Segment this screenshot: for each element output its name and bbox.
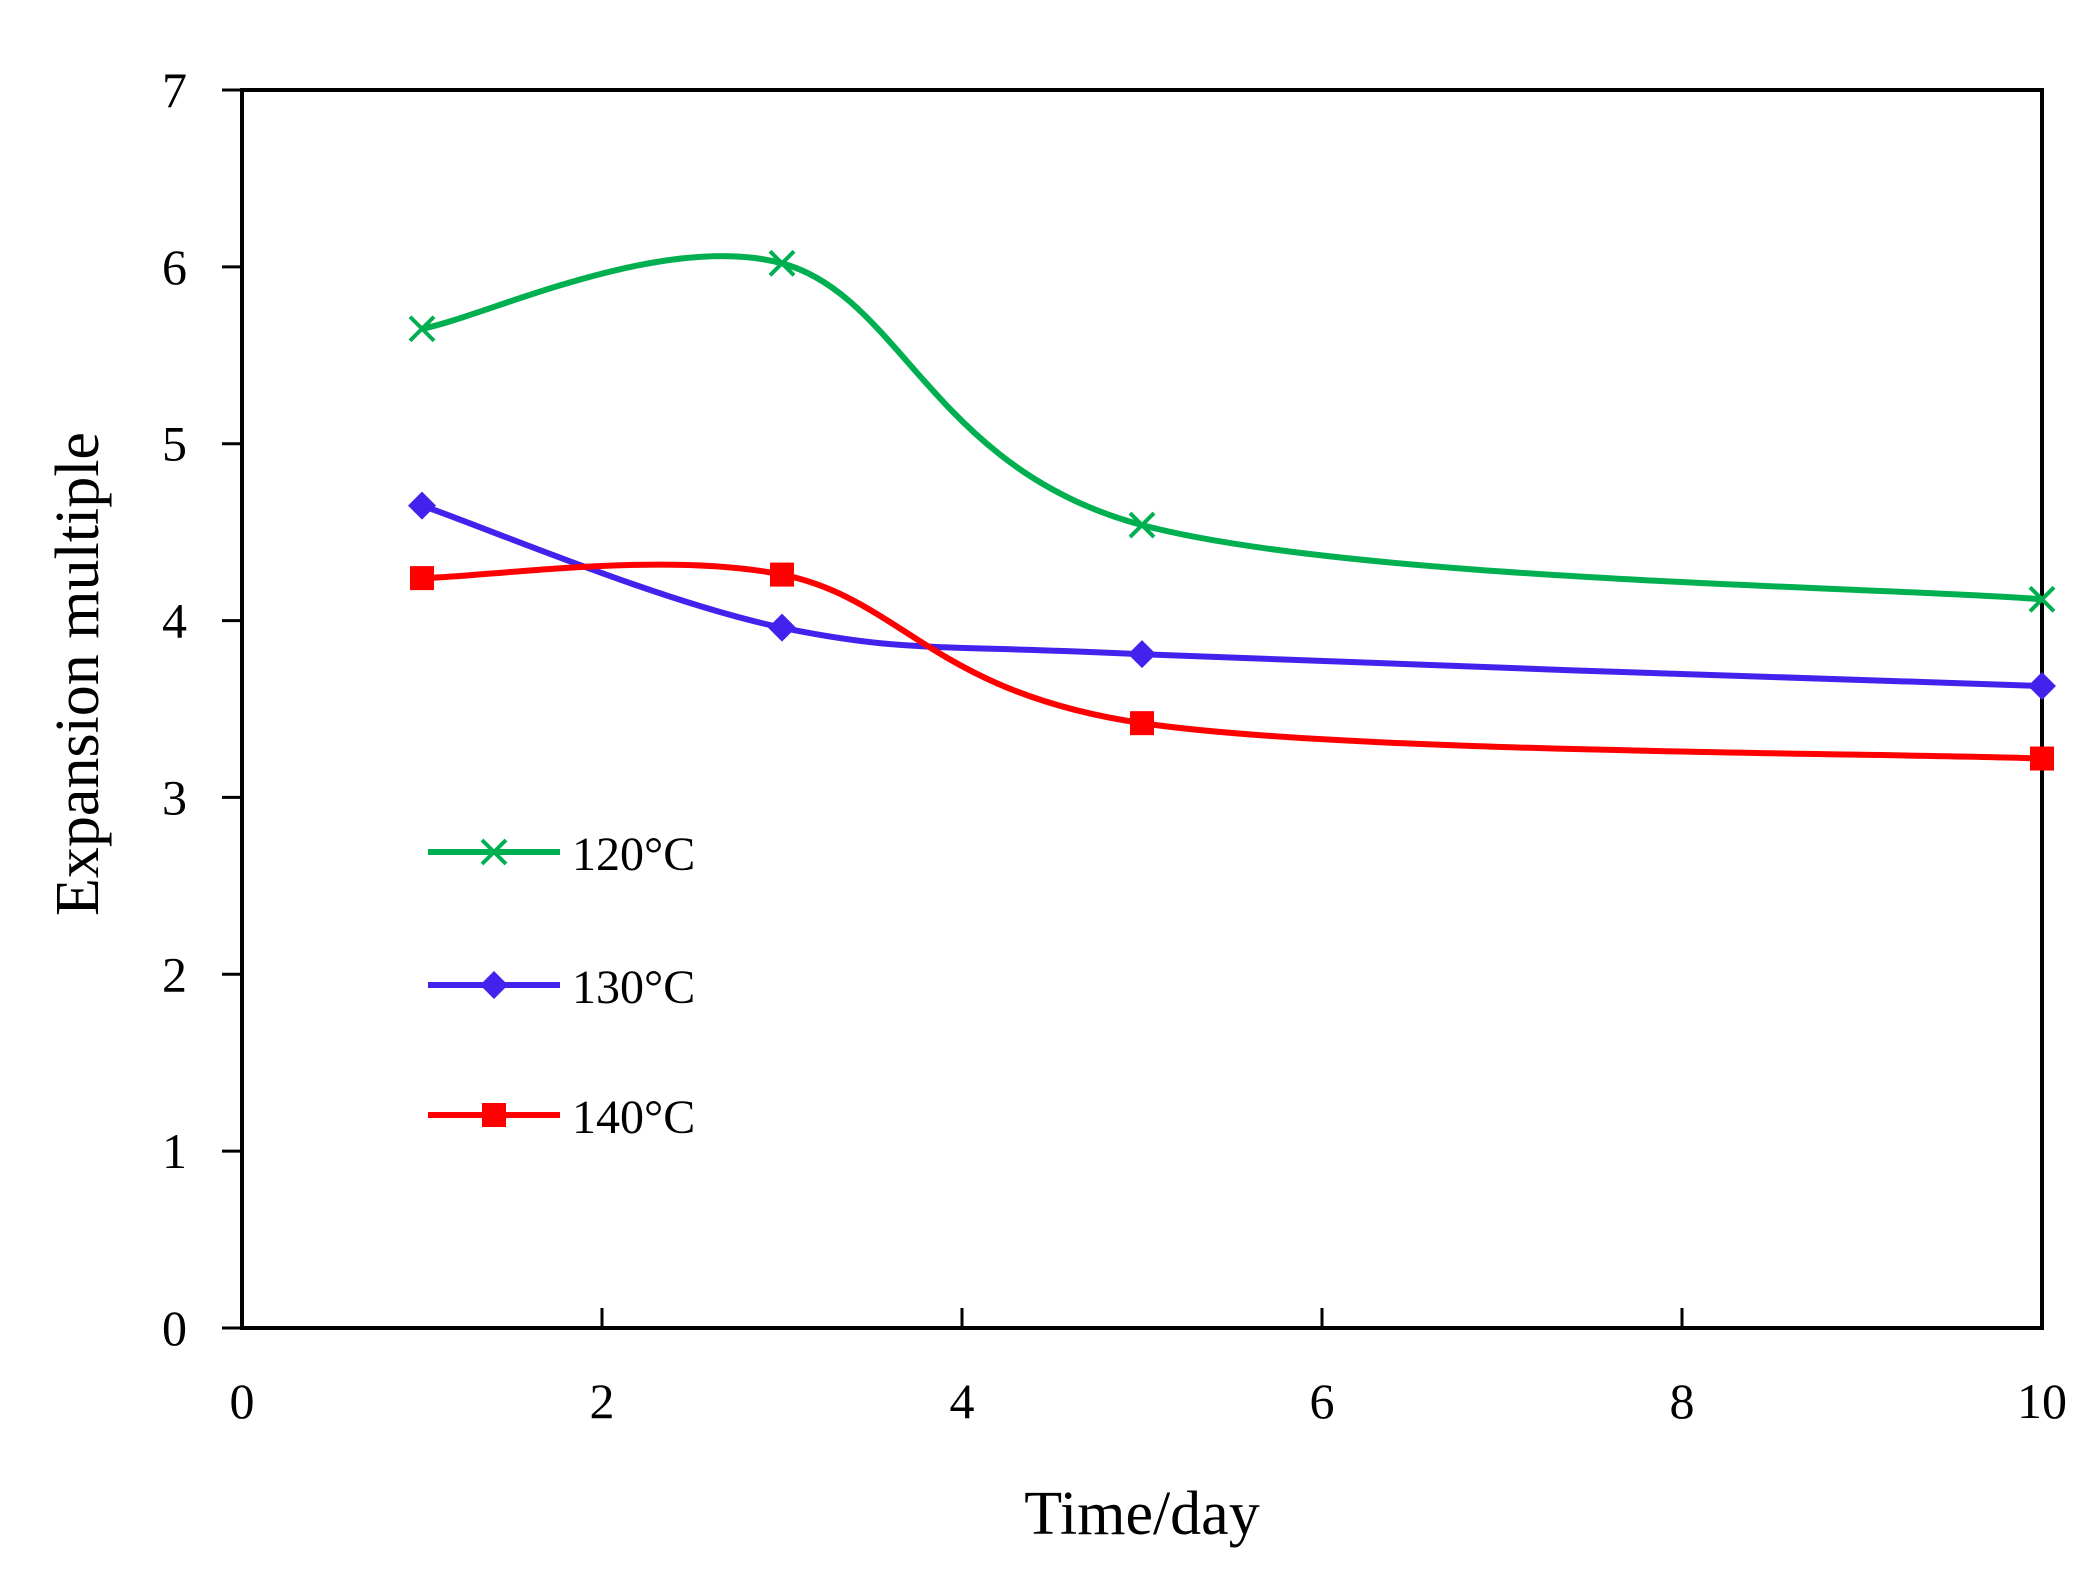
legend-label-1: 130°C <box>572 961 695 1014</box>
data-point-x <box>2028 585 2056 613</box>
data-point-diamond <box>408 491 436 520</box>
y-tick-label: 4 <box>162 593 187 649</box>
data-point-x <box>768 249 796 277</box>
x-tick-label: 4 <box>950 1373 975 1429</box>
data-point-square <box>2030 746 2054 771</box>
legend-marker-2 <box>482 1103 506 1127</box>
y-tick-label: 0 <box>162 1300 187 1356</box>
plot-area <box>240 88 2044 1330</box>
data-point-diamond <box>1128 640 1156 669</box>
legend: 120°C 130°C 140°C <box>428 828 695 1144</box>
x-tick-label: 8 <box>1670 1373 1695 1429</box>
series-line-2 <box>421 561 2043 762</box>
y-tick-label: 2 <box>162 946 187 1002</box>
y-axis-title: Expansion multiple <box>44 432 112 916</box>
data-point-diamond <box>768 613 796 642</box>
y-tick-label: 1 <box>162 1123 187 1179</box>
data-point-diamond <box>2028 672 2056 701</box>
series-line-0 <box>421 253 2043 603</box>
x-tick-label: 6 <box>1310 1373 1335 1429</box>
data-point-square <box>1130 711 1154 736</box>
x-tick-label: 0 <box>230 1373 255 1429</box>
legend-marker-0 <box>480 838 508 866</box>
legend-label-0: 120°C <box>572 828 695 881</box>
data-point-square <box>410 566 434 591</box>
y-tick-label: 3 <box>162 769 187 825</box>
data-point-x <box>1128 511 1156 539</box>
x-tick-label: 2 <box>590 1373 615 1429</box>
y-tick-label: 5 <box>162 416 187 472</box>
x-tick-label: 10 <box>2017 1373 2067 1429</box>
series-line-1 <box>421 502 2043 690</box>
legend-marker-1 <box>480 971 508 999</box>
series-markers <box>408 249 2056 771</box>
y-tick-label: 7 <box>162 62 187 118</box>
axis-ticks: 0 2 4 6 8 10 0 1 2 3 4 5 6 7 <box>162 62 2067 1429</box>
legend-label-2: 140°C <box>572 1091 695 1144</box>
y-tick-label: 6 <box>162 239 187 295</box>
x-axis-title: Time/day <box>1024 1480 1259 1548</box>
data-point-square <box>770 562 794 587</box>
series-lines <box>421 253 2043 762</box>
data-point-x <box>408 315 436 343</box>
